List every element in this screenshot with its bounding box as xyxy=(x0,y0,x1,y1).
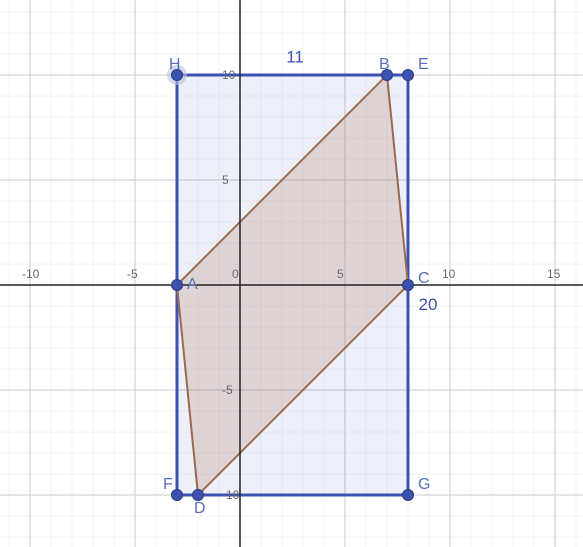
point-a[interactable] xyxy=(172,280,183,291)
annotation-20: 20 xyxy=(419,295,438,314)
y-tick-label: -5 xyxy=(222,383,233,397)
point-c[interactable] xyxy=(403,280,414,291)
point-label-f: F xyxy=(163,476,173,493)
x-tick-label: -10 xyxy=(22,267,40,281)
point-label-e: E xyxy=(418,56,429,73)
point-label-g: G xyxy=(418,476,430,493)
point-label-c: C xyxy=(418,270,430,287)
point-e[interactable] xyxy=(403,70,414,81)
y-tick-label: -10 xyxy=(222,488,240,502)
coordinate-graph: -10 -5 0 5 10 15 -10 -5 5 10 H E G F A B C D 11 20 xyxy=(0,0,583,547)
x-tick-label: -5 xyxy=(127,267,138,281)
point-g[interactable] xyxy=(403,490,414,501)
point-label-h: H xyxy=(169,56,181,73)
annotation-11: 11 xyxy=(286,47,304,66)
point-label-b: B xyxy=(379,56,390,73)
x-tick-label: 10 xyxy=(442,267,456,281)
point-label-a: A xyxy=(187,276,198,293)
x-tick-label: 15 xyxy=(547,267,561,281)
point-f[interactable] xyxy=(172,490,183,501)
x-tick-label: 5 xyxy=(337,267,344,281)
point-label-d: D xyxy=(194,500,206,517)
y-tick-label: 10 xyxy=(222,68,236,82)
graph-svg: -10 -5 0 5 10 15 -10 -5 5 10 H E G F A B C D 11 20 xyxy=(0,0,583,547)
y-tick-label: 5 xyxy=(222,173,229,187)
point-d[interactable] xyxy=(193,490,204,501)
x-tick-label: 0 xyxy=(232,267,239,281)
